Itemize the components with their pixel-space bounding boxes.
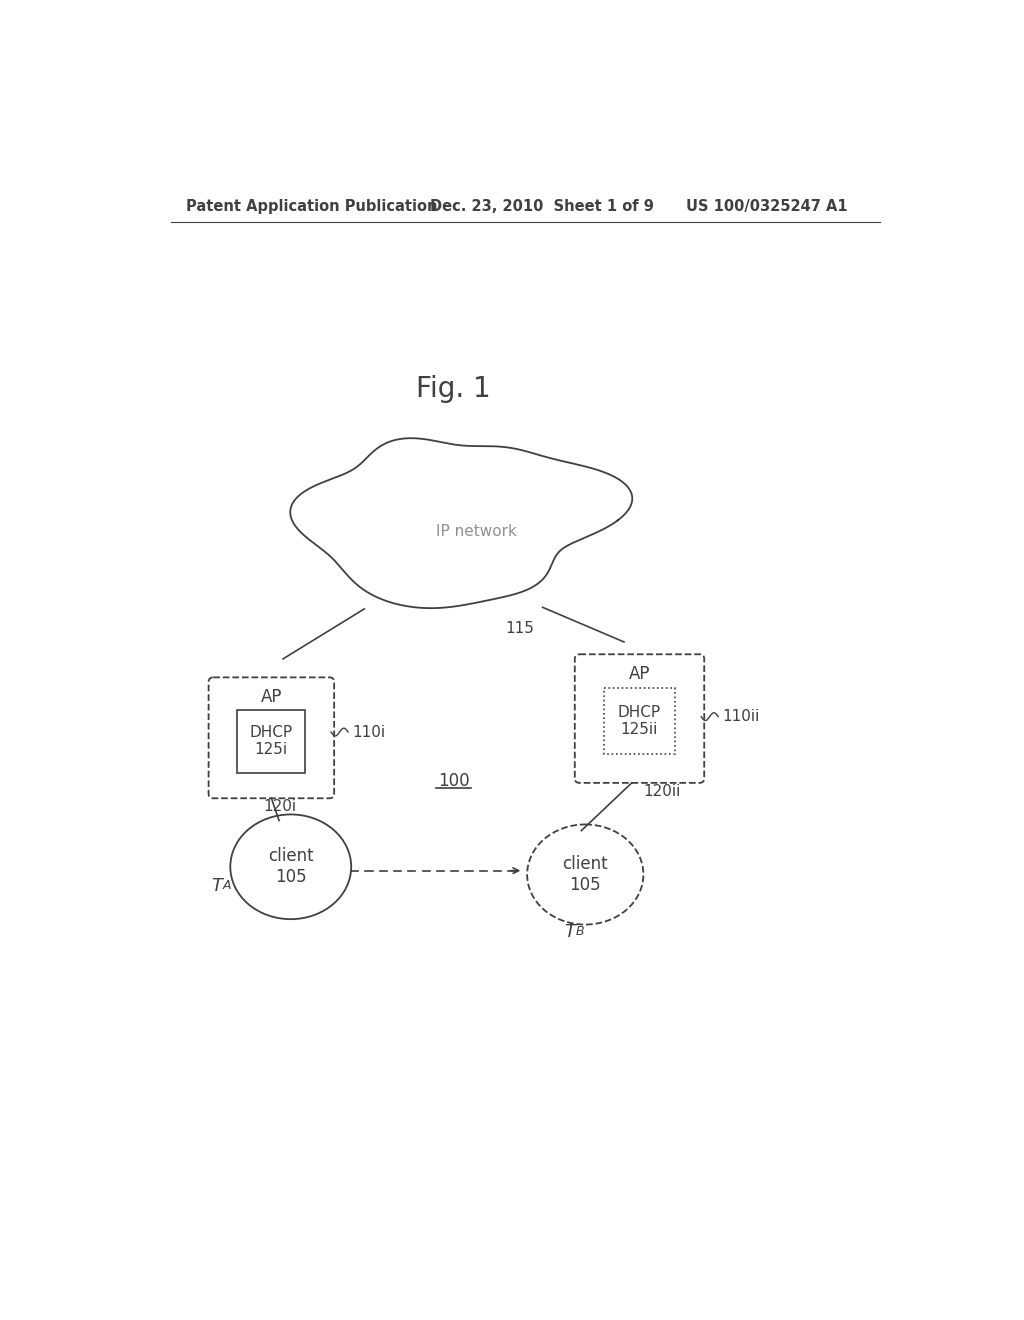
FancyBboxPatch shape bbox=[209, 677, 334, 799]
Text: 115: 115 bbox=[505, 620, 534, 636]
FancyBboxPatch shape bbox=[574, 655, 705, 783]
Text: Patent Application Publication: Patent Application Publication bbox=[186, 198, 437, 214]
Text: DHCP
125i: DHCP 125i bbox=[250, 725, 293, 758]
Text: Fig. 1: Fig. 1 bbox=[416, 375, 490, 404]
Text: client
105: client 105 bbox=[268, 847, 313, 886]
Text: T: T bbox=[212, 876, 222, 895]
Text: B: B bbox=[575, 925, 585, 939]
Text: 100: 100 bbox=[437, 772, 469, 789]
Text: 110ii: 110ii bbox=[723, 709, 760, 725]
Text: IP network: IP network bbox=[436, 524, 517, 540]
Ellipse shape bbox=[230, 814, 351, 919]
Text: client
105: client 105 bbox=[562, 855, 608, 894]
Text: AP: AP bbox=[629, 665, 650, 684]
Text: A: A bbox=[222, 879, 231, 892]
Ellipse shape bbox=[527, 825, 643, 924]
Text: T: T bbox=[564, 923, 575, 941]
FancyBboxPatch shape bbox=[604, 688, 675, 755]
Text: Dec. 23, 2010  Sheet 1 of 9: Dec. 23, 2010 Sheet 1 of 9 bbox=[430, 198, 654, 214]
Text: US 100/0325247 A1: US 100/0325247 A1 bbox=[686, 198, 848, 214]
Text: 120ii: 120ii bbox=[643, 784, 681, 799]
Text: 120i: 120i bbox=[263, 799, 297, 814]
Text: DHCP
125ii: DHCP 125ii bbox=[617, 705, 662, 738]
FancyBboxPatch shape bbox=[238, 710, 305, 774]
Text: AP: AP bbox=[261, 689, 283, 706]
Text: 110i: 110i bbox=[352, 725, 386, 739]
